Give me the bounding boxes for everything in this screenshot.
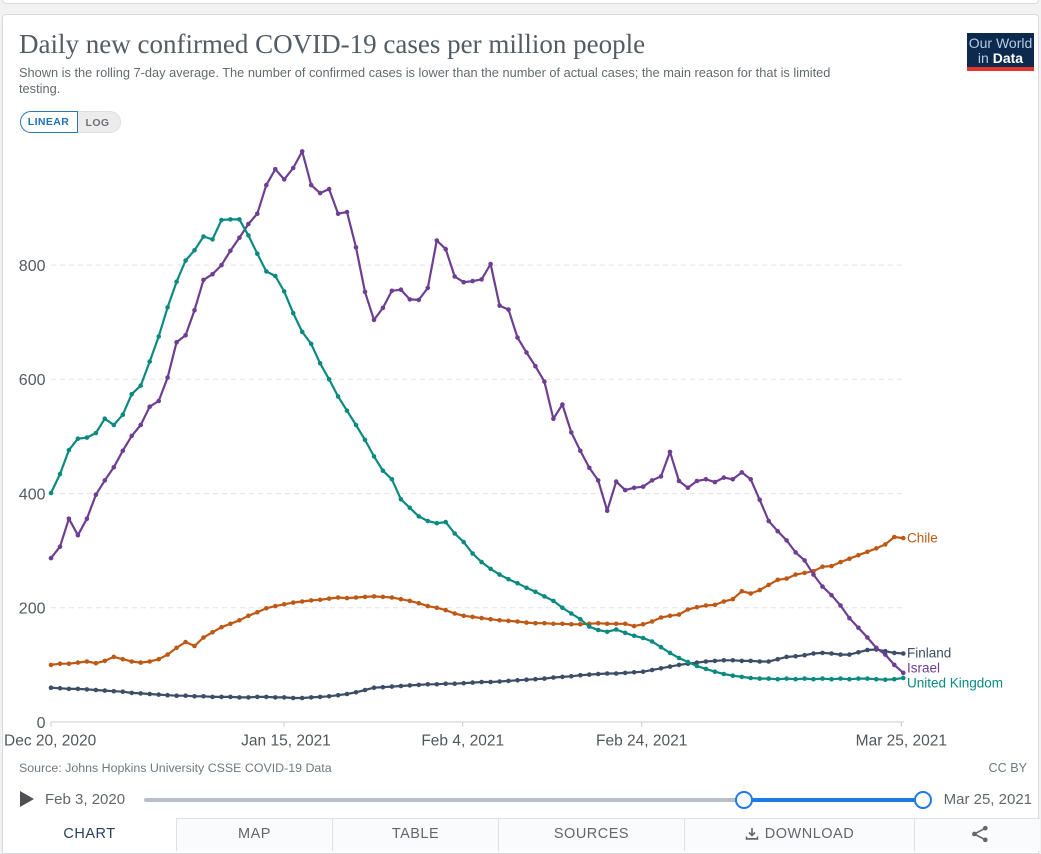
svg-text:200: 200: [19, 601, 46, 618]
svg-text:Finland: Finland: [907, 646, 951, 661]
svg-text:Mar 25, 2021: Mar 25, 2021: [856, 733, 947, 750]
svg-text:Chile: Chile: [907, 531, 938, 546]
svg-text:Israel: Israel: [907, 661, 940, 676]
svg-text:United Kingdom: United Kingdom: [907, 676, 1003, 691]
svg-text:Feb 24, 2021: Feb 24, 2021: [596, 733, 687, 750]
svg-text:800: 800: [19, 258, 46, 275]
svg-text:Jan 15, 2021: Jan 15, 2021: [241, 733, 331, 750]
svg-text:0: 0: [37, 715, 46, 732]
svg-text:400: 400: [19, 486, 46, 503]
svg-text:600: 600: [19, 372, 46, 389]
svg-text:Dec 20, 2020: Dec 20, 2020: [4, 733, 97, 750]
svg-text:Feb 4, 2021: Feb 4, 2021: [421, 733, 504, 750]
